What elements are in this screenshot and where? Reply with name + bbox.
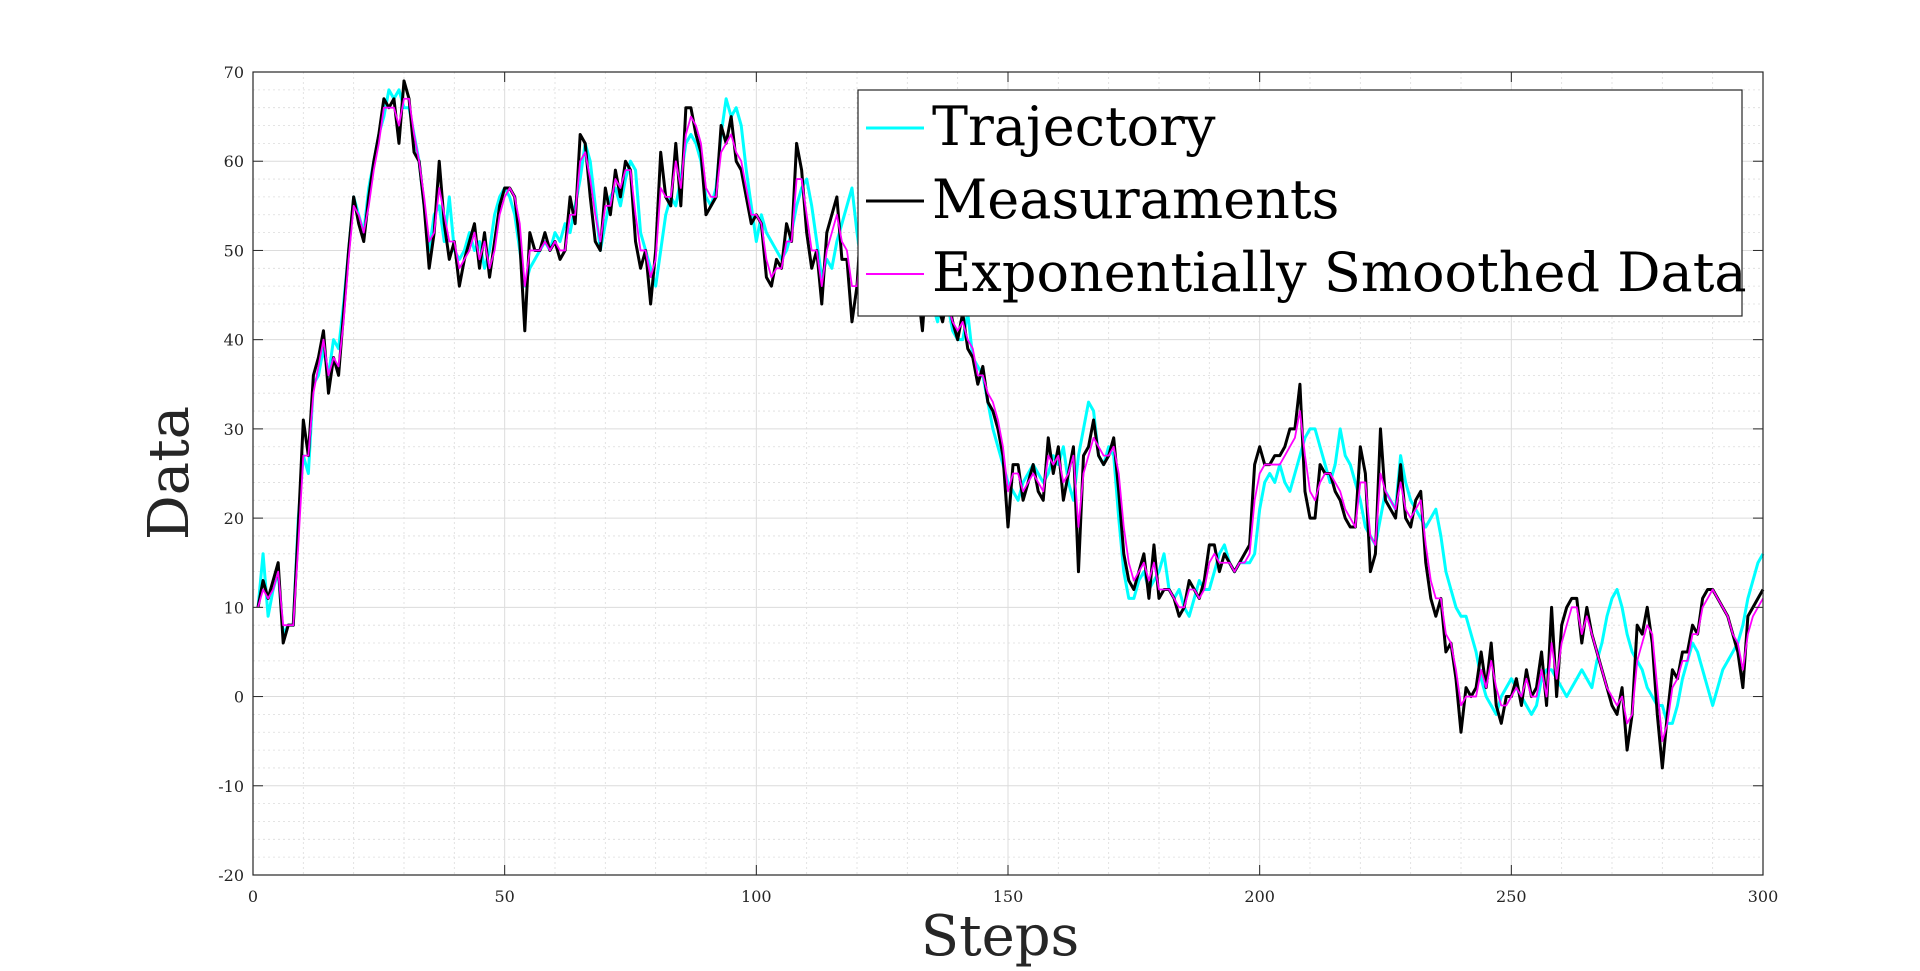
legend-label-smoothed: Exponentially Smoothed Data xyxy=(932,241,1747,304)
legend-label-measurements: Measuraments xyxy=(932,168,1339,231)
series-line-smoothed xyxy=(257,97,1764,743)
x-tick-label: 250 xyxy=(1496,887,1527,906)
x-tick-label: 300 xyxy=(1748,887,1779,906)
y-tick-label: 60 xyxy=(224,152,244,171)
y-tick-label: 30 xyxy=(224,420,244,439)
y-tick-label: -20 xyxy=(218,866,244,885)
legend-box xyxy=(857,89,1743,317)
y-axis-title: Data xyxy=(137,406,202,540)
y-tick-label: 10 xyxy=(224,598,244,617)
y-tick-label: 0 xyxy=(234,688,244,707)
legend-label-trajectory: Trajectory xyxy=(932,95,1216,158)
y-tick-label: 70 xyxy=(224,63,244,82)
y-tick-label: 50 xyxy=(224,241,244,260)
x-tick-label: 150 xyxy=(993,887,1024,906)
y-tick-label: 20 xyxy=(224,509,244,528)
series-layer xyxy=(256,79,1765,770)
y-axis-ticks: -20 -10 0 10 20 30 40 50 60 70 xyxy=(218,63,1763,885)
x-tick-label: 50 xyxy=(494,887,514,906)
x-axis-title: Steps xyxy=(921,904,1080,969)
x-tick-label: 0 xyxy=(248,887,258,906)
x-tick-label: 100 xyxy=(741,887,772,906)
x-tick-label: 200 xyxy=(1244,887,1275,906)
legend[interactable]: Trajectory Measuraments Exponentially Sm… xyxy=(857,89,1747,317)
x-axis-ticks: 0 50 100 150 200 250 300 xyxy=(248,72,1778,906)
y-tick-label: 40 xyxy=(224,331,244,350)
y-tick-label: -10 xyxy=(218,777,244,796)
